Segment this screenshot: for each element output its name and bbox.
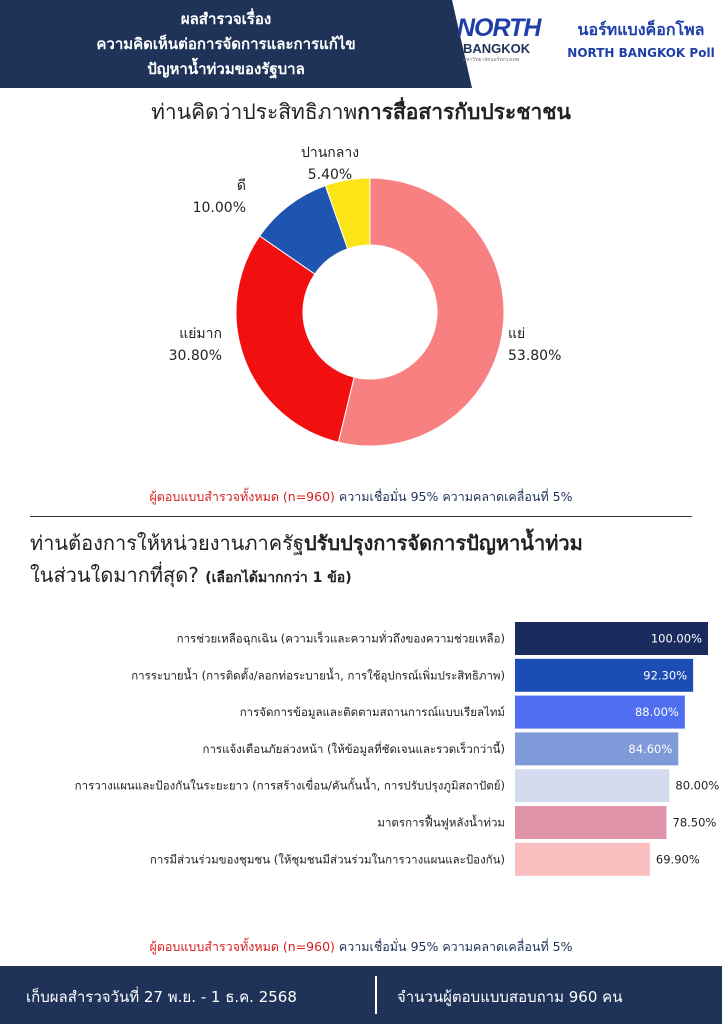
donut-label-3: ปานกลาง: [301, 145, 359, 161]
question-1-emphasis: การสื่อสารกับประชาชน: [357, 100, 571, 124]
bar-value-0: 100.00%: [651, 632, 702, 646]
question-1-prefix: ท่านคิดว่าประสิทธิภาพ: [151, 100, 358, 124]
bar-5: [515, 806, 667, 839]
bar-category-3: การแจ้งเตือนภัยล่วงหน้า (ให้ข้อมูลที่ชัด…: [202, 741, 505, 756]
donut-value-3: 5.40%: [308, 167, 352, 183]
bar-4: [515, 769, 670, 803]
bar-value-3: 84.60%: [628, 742, 672, 756]
bar-6: [515, 842, 650, 876]
sample-note-1-blue: ความเชื่อมั่น 95% ความคลาดเคลื่อนที่ 5%: [338, 489, 573, 504]
question-2-title: ท่านต้องการให้หน่วยงานภาครัฐปรับปรุงการจ…: [30, 527, 710, 594]
donut-value-0: 53.80%: [508, 348, 561, 364]
bar-category-2: การจัดการข้อมูลและติดตามสถานการณ์แบบเรีย…: [240, 705, 505, 719]
bar-category-4: การวางแผนและป้องกันในระยะยาว (การสร้างเข…: [75, 778, 505, 793]
sample-note-1-red: ผู้ตอบแบบสำรวจทั้งหมด (n=960): [149, 489, 335, 504]
header-banner: ผลสำรวจเรื่อง ความคิดเห็นต่อการจัดการและ…: [0, 0, 472, 88]
bar-3: [515, 732, 679, 766]
header-line-2: ความคิดเห็นต่อการจัดการและการแก้ไข: [96, 35, 356, 53]
bar-category-0: การช่วยเหลือฉุกเฉิน (ความเร็วและความทั่ว…: [177, 631, 505, 646]
question-2-emphasis: ปรับปรุงการจัดการปัญหาน้ำท่วม: [303, 531, 583, 555]
logo-bangkok-text: BANGKOK: [463, 41, 531, 56]
footer-bar: เก็บผลสำรวจวันที่ 27 พ.ย. - 1 ธ.ค. 2568 …: [0, 966, 722, 1024]
poll-name-thai: นอร์ทแบงค็อกโพล: [577, 20, 705, 39]
donut-value-1: 30.80%: [169, 348, 222, 364]
donut-label-1: แย่มาก: [179, 326, 222, 342]
question-2-multi-note: (เลือกได้มากกว่า 1 ข้อ): [205, 570, 352, 586]
donut-slice-0: [337, 177, 505, 447]
logo-tagline: มหาวิทยาลัยนอร์ทกรุงเทพ: [463, 57, 520, 63]
donut-chart: แย่ 53.80% แย่มาก 30.80% ดี 10.00% ปานกลาง 5.40…: [169, 145, 561, 447]
donut-slice-1: [235, 235, 355, 443]
bar-category-1: การระบายน้ำ (การติดตั้ง/ลอกท่อระบายน้ำ, …: [131, 667, 505, 682]
donut-label-2: ดี: [237, 178, 246, 194]
question-2-line-2: ในส่วนใดมากที่สุด?: [30, 563, 199, 587]
footer-separator: [375, 976, 377, 1014]
sample-note-2-red: ผู้ตอบแบบสำรวจทั้งหมด (n=960): [149, 939, 335, 954]
bar-chart: การช่วยเหลือฉุกเฉิน (ความเร็วและความทั่ว…: [75, 622, 719, 876]
donut-slice-3: [324, 177, 371, 250]
sample-note-1: ผู้ตอบแบบสำรวจทั้งหมด (n=960) ความเชื่อม…: [0, 487, 722, 507]
header-line-3: ปัญหาน้ำท่วมของรัฐบาล: [147, 60, 305, 78]
sample-note-2-blue: ความเชื่อมั่น 95% ความคลาดเคลื่อนที่ 5%: [338, 939, 573, 954]
bar-value-4: 80.00%: [675, 779, 719, 793]
question-2-prefix: ท่านต้องการให้หน่วยงานภาครัฐ: [30, 531, 304, 555]
bar-1: [515, 658, 694, 692]
bar-0: [515, 622, 708, 655]
bar-category-5: มาตรการฟื้นฟูหลังน้ำท่วม: [377, 815, 505, 830]
bar-value-5: 78.50%: [673, 816, 717, 830]
bar-2: [515, 695, 685, 729]
header-line-1: ผลสำรวจเรื่อง: [180, 10, 272, 28]
sample-note-2: ผู้ตอบแบบสำรวจทั้งหมด (n=960) ความเชื่อม…: [0, 937, 722, 957]
bar-category-6: การมีส่วนร่วมของชุมชน (ให้ชุมชนมีส่วนร่ว…: [150, 852, 505, 866]
bar-value-2: 88.00%: [635, 705, 679, 719]
donut-label-0: แย่: [508, 326, 525, 342]
question-1-title: ท่านคิดว่าประสิทธิภาพการสื่อสารกับประชาช…: [0, 96, 722, 129]
respondent-count: จำนวนผู้ตอบแบบสอบถาม 960 คน: [397, 988, 623, 1006]
bar-value-1: 92.30%: [643, 668, 687, 682]
section-divider: [30, 516, 692, 517]
poll-name-english: NORTH BANGKOK Poll: [567, 46, 715, 60]
survey-date: เก็บผลสำรวจวันที่ 27 พ.ย. - 1 ธ.ค. 2568: [26, 988, 297, 1006]
donut-value-2: 10.00%: [193, 200, 246, 216]
bar-value-6: 69.90%: [656, 852, 700, 866]
logo-north-text: NORTH: [457, 14, 541, 42]
north-bangkok-logo: NORTH BANGKOK มหาวิทยาลัยนอร์ทกรุงเทพ: [457, 14, 557, 74]
